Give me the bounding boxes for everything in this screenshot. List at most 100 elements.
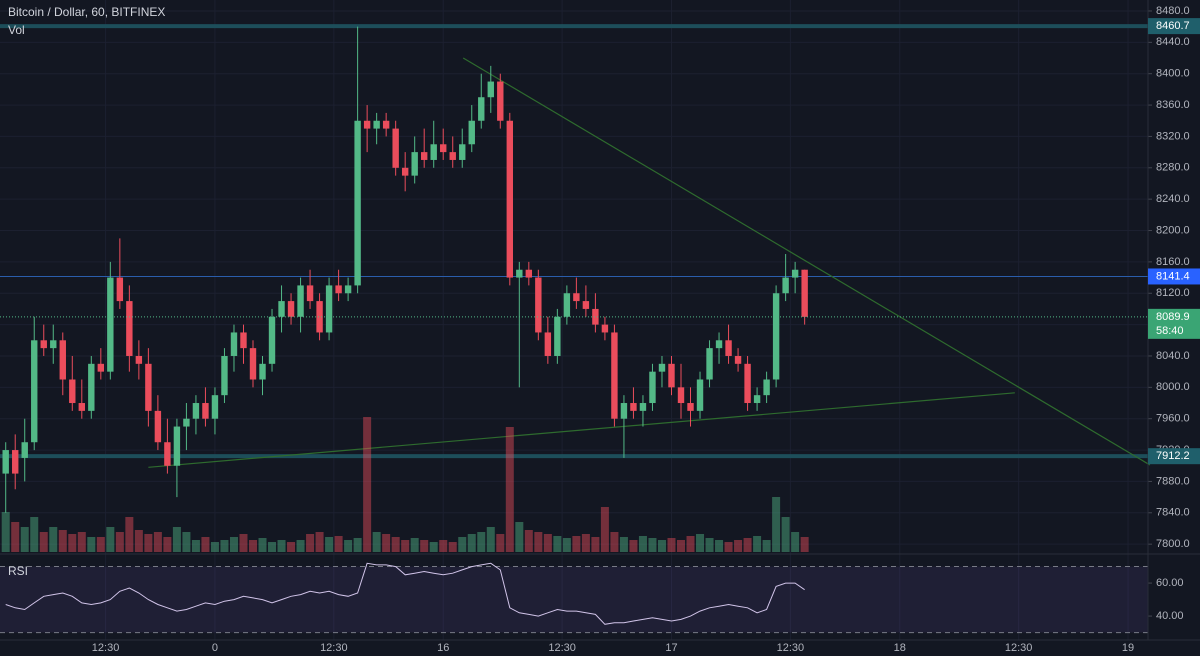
volume-bar — [1, 512, 10, 552]
volume-bar — [58, 530, 67, 552]
volume-bar — [287, 542, 296, 552]
candle-body — [116, 277, 124, 302]
candle-body — [12, 450, 19, 474]
volume-bar — [534, 532, 543, 552]
price-label: 8460.7 — [1156, 20, 1190, 32]
candle-body — [249, 348, 257, 380]
volume-bar — [210, 542, 219, 552]
volume-bar — [543, 534, 552, 552]
volume-bar — [401, 540, 410, 552]
volume-bar — [182, 532, 191, 552]
candle-body — [430, 144, 437, 160]
candle-body — [734, 355, 742, 364]
volume-bar — [315, 532, 324, 552]
volume-bar — [753, 536, 762, 552]
candle-body — [268, 316, 276, 364]
candle-body — [59, 340, 66, 380]
y-tick-label: 7960.0 — [1156, 413, 1190, 425]
volume-bar — [458, 537, 467, 552]
candle-body — [687, 403, 694, 411]
candle-body — [753, 395, 761, 404]
price-label: 7912.2 — [1156, 450, 1190, 462]
volume-bar — [229, 537, 238, 552]
candle-body — [31, 340, 38, 443]
rsi-band-fill — [0, 566, 1148, 633]
price-label: 8141.4 — [1156, 270, 1190, 282]
candle-body — [107, 277, 114, 372]
candle-body — [145, 363, 152, 411]
volume-bar — [106, 527, 115, 552]
volume-bar — [20, 527, 29, 552]
x-tick-label: 17 — [665, 642, 677, 654]
volume-bar — [11, 522, 20, 552]
volume-bar — [296, 540, 305, 552]
candle-body — [306, 285, 314, 302]
y-tick-label: 8400.0 — [1156, 68, 1190, 80]
volume-bar — [486, 527, 495, 552]
candle-body — [297, 285, 304, 317]
volume-bar — [87, 537, 96, 552]
candle-body — [449, 152, 456, 160]
y-tick-label: 7880.0 — [1156, 475, 1190, 487]
candle-body — [173, 426, 181, 466]
volume-bar — [344, 540, 353, 552]
volume-bar — [30, 517, 39, 552]
volume-bar — [648, 538, 657, 552]
candle-body — [592, 308, 599, 325]
volume-bar — [638, 536, 647, 552]
candle-body — [354, 120, 361, 286]
rsi-line — [5, 562, 805, 625]
volume-bar — [201, 537, 210, 552]
volume-bar — [572, 536, 581, 552]
candle-body — [344, 285, 352, 294]
candle-body — [497, 81, 504, 121]
volume-bar — [734, 540, 743, 552]
volume-bar — [591, 537, 600, 552]
volume-bar — [258, 538, 267, 552]
candle-body — [772, 293, 780, 380]
candle-body — [363, 120, 371, 129]
volume-bar — [372, 532, 381, 552]
candle-body — [573, 293, 580, 302]
y-tick-label: 60.00 — [1156, 577, 1184, 589]
candle-body — [21, 442, 28, 458]
candle-body — [230, 332, 238, 356]
x-tick-label: 16 — [437, 642, 449, 654]
candle-body — [487, 81, 494, 98]
candle-body — [411, 152, 418, 176]
candle-body — [211, 395, 219, 419]
volume-bar — [477, 532, 486, 552]
volume-bar — [800, 537, 809, 552]
candle-body — [563, 293, 571, 317]
volume-bar — [715, 540, 724, 552]
y-tick-label: 8320.0 — [1156, 130, 1190, 142]
volume-bar — [125, 517, 134, 552]
y-tick-label: 8120.0 — [1156, 287, 1190, 299]
countdown-label: 58:40 — [1156, 325, 1184, 337]
candle-body — [782, 277, 789, 294]
candle-body — [316, 301, 323, 333]
volume-bar — [781, 517, 790, 552]
volume-bar — [353, 538, 362, 552]
volume-bar — [667, 538, 676, 552]
x-tick-label: 19 — [1122, 642, 1134, 654]
volume-bar — [144, 534, 153, 552]
volume-bar — [334, 536, 343, 552]
candle-body — [278, 301, 285, 317]
candle-body — [658, 363, 666, 372]
candle-body — [791, 269, 799, 278]
volume-bar — [172, 527, 181, 552]
candle-body — [459, 144, 466, 160]
volume-bar — [439, 540, 448, 552]
candle-body — [2, 450, 9, 474]
candle-body — [677, 387, 685, 404]
volume-bar — [248, 540, 257, 552]
y-tick-label: 8000.0 — [1156, 381, 1190, 393]
x-tick-label: 12:30 — [92, 642, 120, 654]
y-tick-label: 8360.0 — [1156, 99, 1190, 111]
trend-line — [148, 392, 1015, 468]
y-tick-label: 8200.0 — [1156, 224, 1190, 236]
volume-bar — [363, 417, 372, 552]
volume-bar — [696, 534, 705, 552]
